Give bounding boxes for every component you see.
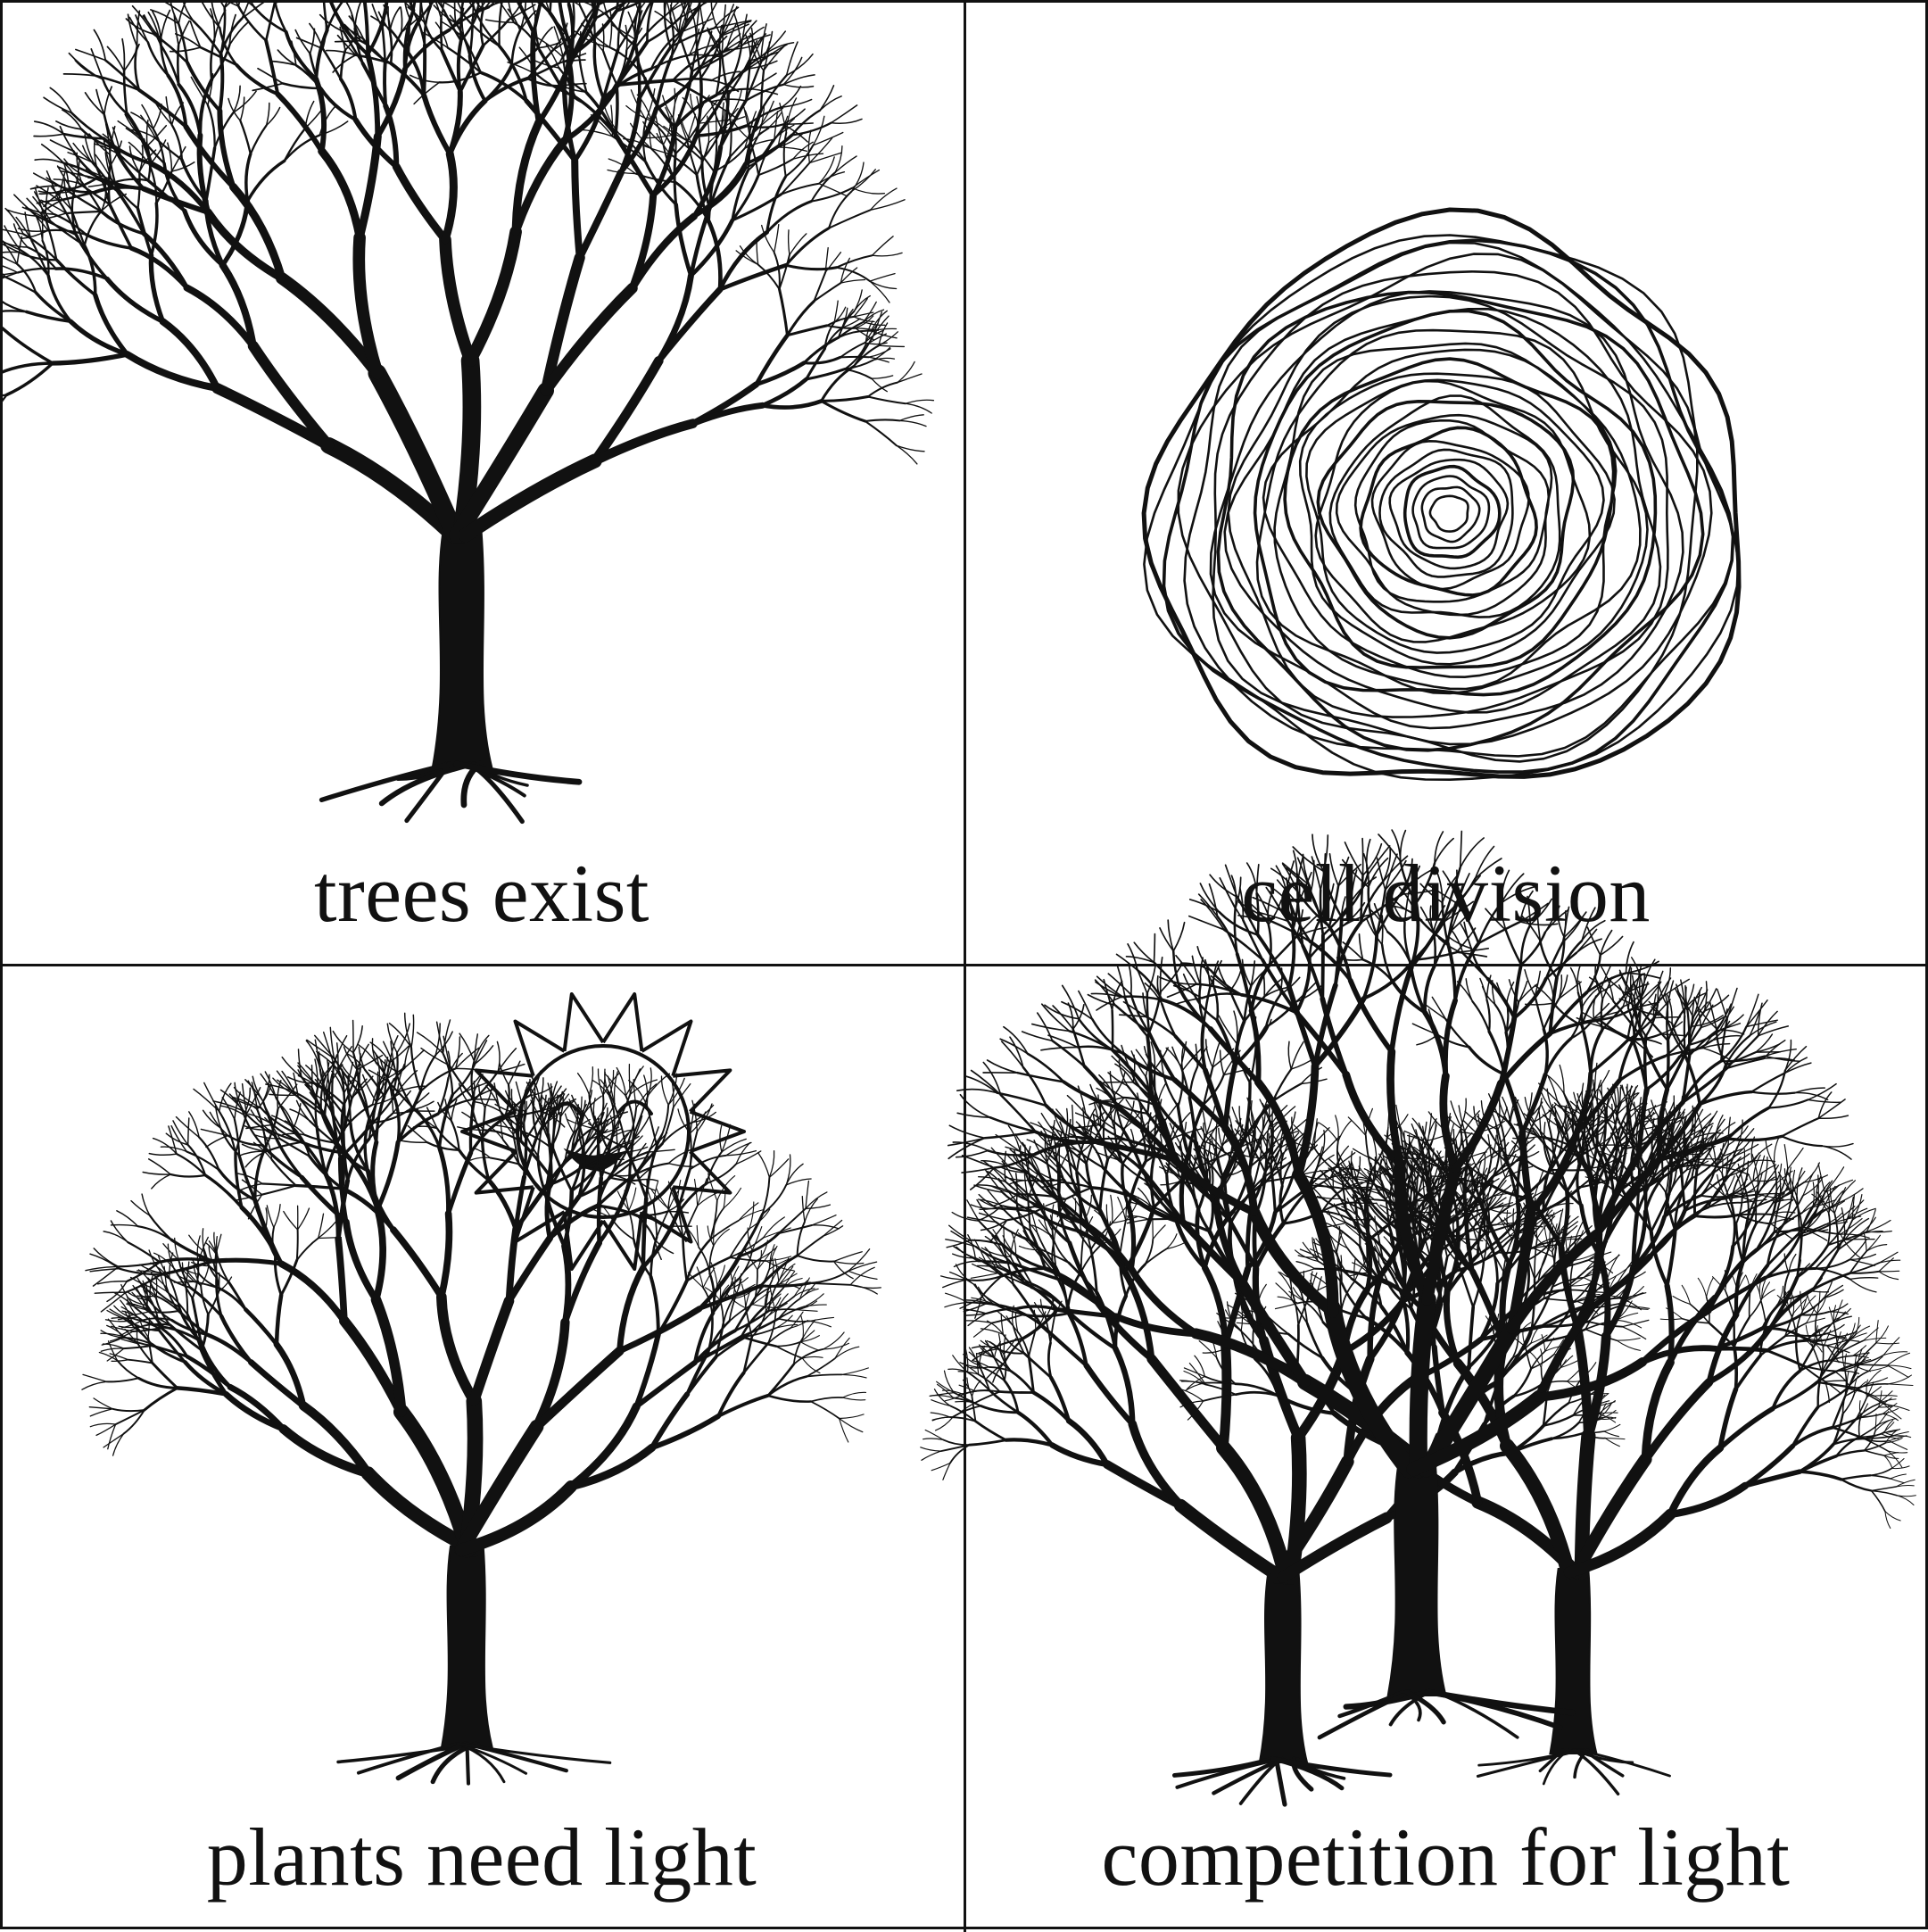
caption-cell-division: cell division bbox=[1241, 848, 1651, 939]
panel-trees-exist bbox=[3, 3, 966, 966]
panel-plants-need-light bbox=[3, 966, 966, 1932]
caption-competition-for-light: competition for light bbox=[1101, 1812, 1791, 1903]
caption-plants-need-light: plants need light bbox=[206, 1812, 757, 1903]
tree-rings-icon bbox=[1141, 207, 1742, 781]
panel-cell-division bbox=[966, 3, 1928, 966]
three-trees-icon bbox=[920, 829, 1916, 1807]
tree-icon bbox=[81, 1012, 881, 1786]
caption-trees-exist: trees exist bbox=[314, 848, 650, 939]
tree-icon bbox=[0, 0, 935, 825]
